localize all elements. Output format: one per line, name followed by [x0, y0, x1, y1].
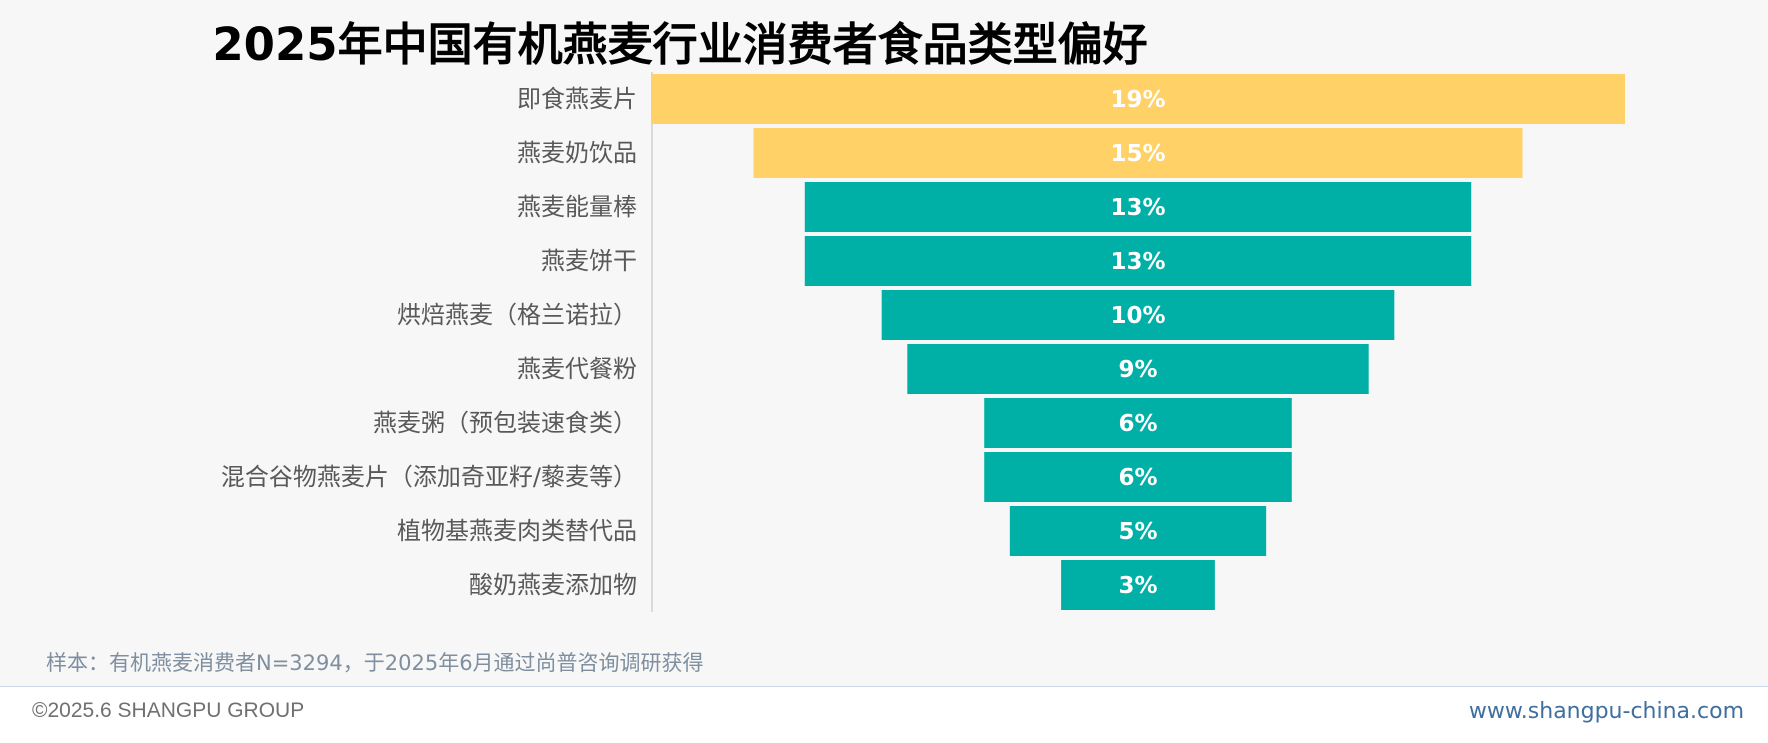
category-label: 植物基燕麦肉类替代品 — [397, 517, 637, 545]
bar-value-label: 10% — [1110, 303, 1165, 329]
bars-layer — [651, 74, 1625, 610]
chart-title: 2025年中国有机燕麦行业消费者食品类型偏好 — [212, 18, 1148, 71]
category-label: 燕麦代餐粉 — [517, 355, 637, 383]
bar-value-label: 13% — [1110, 249, 1165, 275]
category-label: 燕麦饼干 — [541, 247, 637, 275]
category-label: 燕麦粥（预包装速食类） — [373, 409, 637, 437]
bar-value-label: 6% — [1118, 465, 1157, 491]
funnel-bar — [984, 452, 1292, 502]
funnel-bar — [804, 182, 1472, 232]
category-label: 即食燕麦片 — [517, 85, 637, 113]
funnel-bar — [1061, 560, 1215, 610]
funnel-bar — [804, 236, 1472, 286]
bar-value-label: 19% — [1110, 87, 1165, 113]
bar-value-label: 5% — [1118, 519, 1157, 545]
bar-value-label: 6% — [1118, 411, 1157, 437]
category-label: 燕麦奶饮品 — [517, 139, 637, 167]
bar-value-label: 15% — [1110, 141, 1165, 167]
category-label: 酸奶燕麦添加物 — [469, 571, 637, 599]
funnel-bar — [881, 290, 1395, 340]
category-label: 燕麦能量棒 — [517, 193, 637, 221]
footer: ©2025.6 SHANGPU GROUP www.shangpu-china.… — [0, 686, 1768, 743]
footer-copyright: ©2025.6 SHANGPU GROUP — [32, 699, 305, 722]
sample-note: 样本：有机燕麦消费者N=3294，于2025年6月通过尚普咨询调研获得 — [46, 651, 704, 675]
funnel-bar — [1009, 506, 1267, 556]
funnel-bar — [907, 344, 1369, 394]
labels-layer: 19% 即食燕麦片 15% 燕麦奶饮品 13% 燕麦能量棒 13% 燕麦饼干 10% 烘焙燕麦（格… — [221, 85, 1166, 599]
funnel-bar — [984, 398, 1292, 448]
bar-value-label: 13% — [1110, 195, 1165, 221]
funnel-bar — [753, 128, 1523, 178]
category-label: 混合谷物燕麦片（添加奇亚籽/藜麦等） — [221, 463, 637, 491]
category-label: 烘焙燕麦（格兰诺拉） — [397, 301, 637, 329]
funnel-bar — [651, 74, 1625, 124]
bar-value-label: 9% — [1118, 357, 1157, 383]
funnel-chart: 19% 即食燕麦片 15% 燕麦奶饮品 13% 燕麦能量棒 13% 燕麦饼干 10% 烘焙燕麦（格… — [221, 72, 1625, 612]
footer-url-link[interactable]: www.shangpu-china.com — [1468, 699, 1744, 724]
bar-value-label: 3% — [1118, 573, 1157, 599]
